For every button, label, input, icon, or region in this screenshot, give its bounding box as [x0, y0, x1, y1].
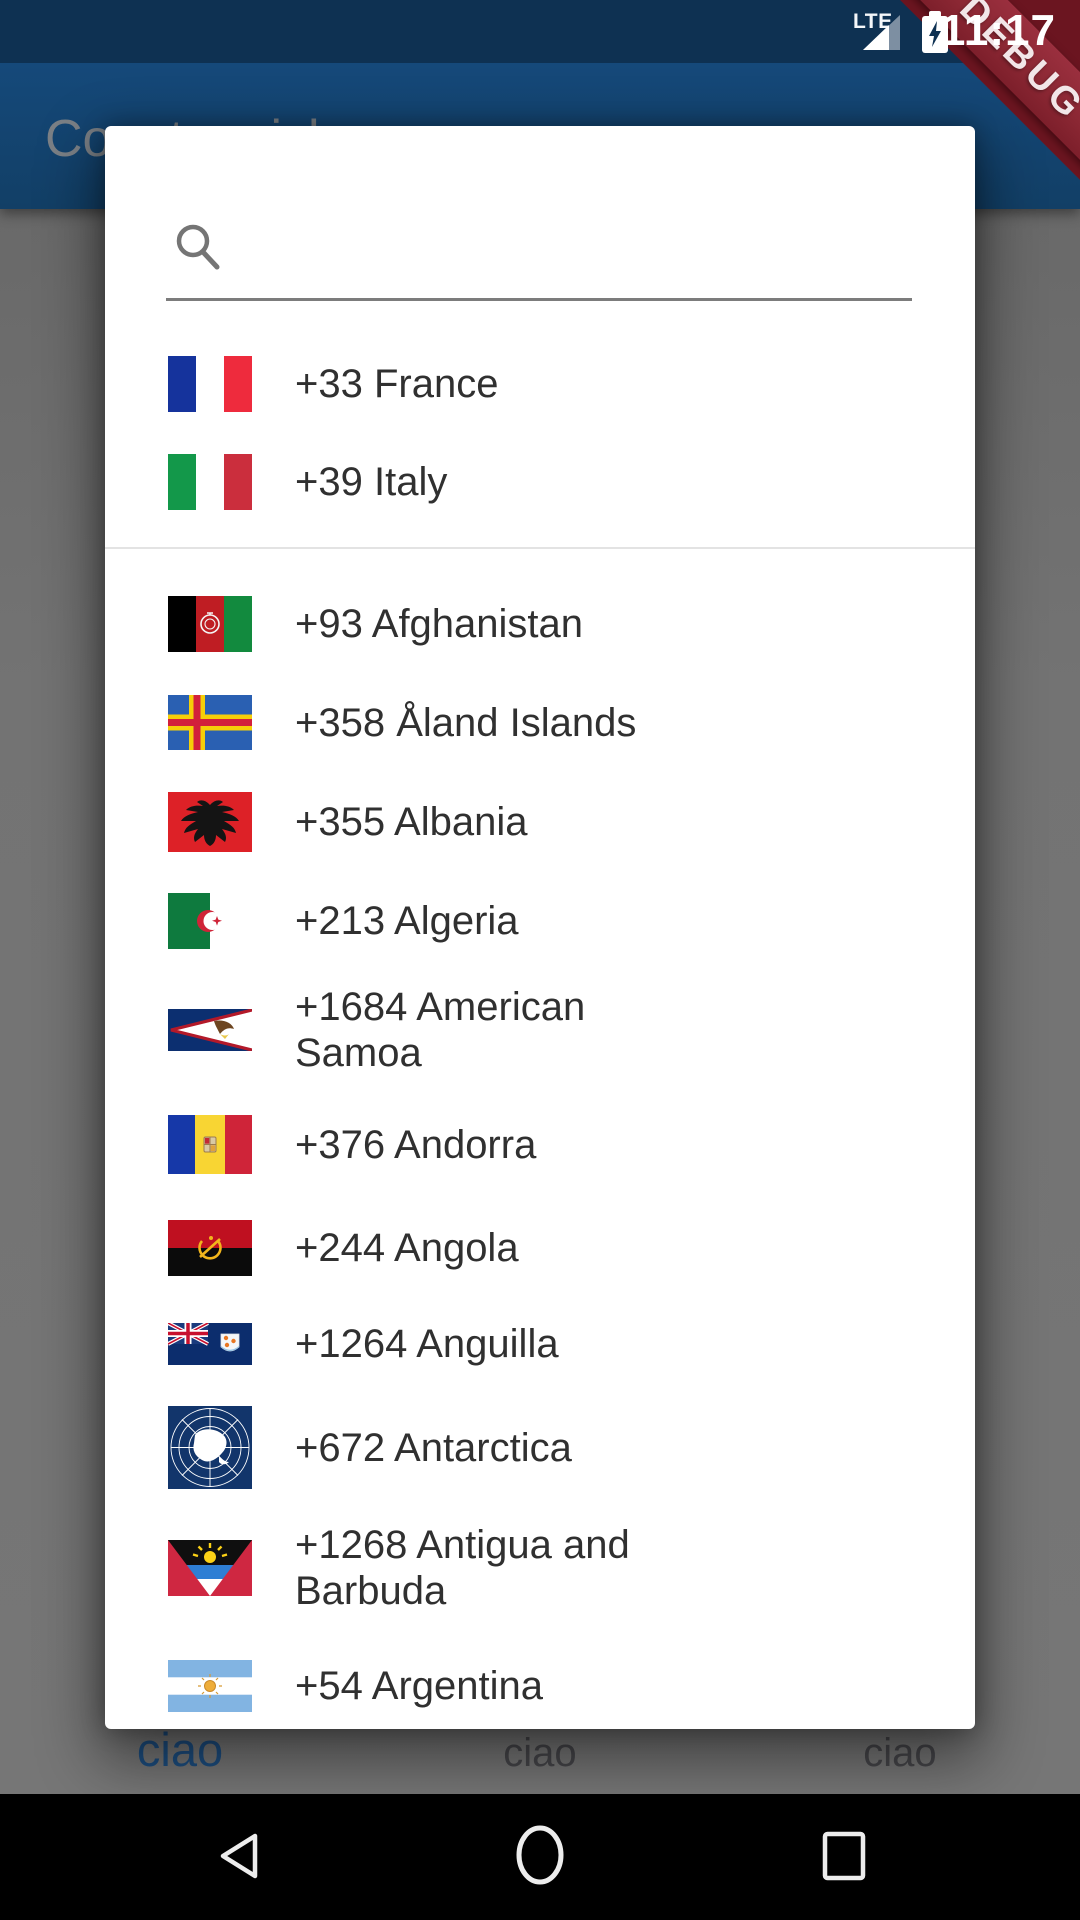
country-item-argentina[interactable]: +54 Argentina: [105, 1632, 975, 1729]
albania-flag-icon: [168, 791, 252, 852]
back-icon[interactable]: [215, 1830, 259, 1882]
country-label: +1268 Antigua and Barbuda: [295, 1523, 630, 1613]
signal-icon: [863, 15, 900, 50]
country-item-antigua-and-barbuda[interactable]: +1268 Antigua and Barbuda: [105, 1504, 975, 1632]
country-label: +213 Algeria: [295, 898, 519, 943]
country-item-albania[interactable]: +355 Albania: [105, 772, 975, 871]
search-input[interactable]: [166, 222, 912, 301]
country-item-andorra[interactable]: +376 Andorra: [105, 1090, 975, 1199]
country-label: +1264 Anguilla: [295, 1321, 559, 1366]
search-icon: [176, 224, 220, 270]
country-label: +93 Afghanistan: [295, 601, 584, 646]
antigua-and-barbuda-flag-icon: [168, 1540, 252, 1596]
anguilla-flag-icon: [168, 1322, 252, 1365]
france-flag-icon: [168, 356, 252, 412]
angola-flag-icon: [168, 1219, 252, 1276]
country-item-afghanistan[interactable]: +93 Afghanistan: [105, 574, 975, 673]
andorra-flag-icon: [168, 1115, 252, 1174]
country-label: +355 Albania: [295, 799, 528, 844]
country-label: +54 Argentina: [295, 1664, 543, 1708]
algeria-flag-icon: [168, 892, 252, 949]
status-bar: LTE 11:17: [0, 0, 1080, 63]
country-list[interactable]: +93 Afghanistan +358 Åland Islands: [105, 549, 975, 1729]
tab-ciao-3[interactable]: ciao: [863, 1731, 937, 1775]
country-label: +1684 American Samoa: [295, 985, 586, 1075]
italy-flag-icon: [168, 454, 252, 510]
country-item-anguilla[interactable]: +1264 Anguilla: [105, 1296, 975, 1391]
tab-ciao-1[interactable]: ciao: [136, 1723, 224, 1776]
recents-icon[interactable]: [821, 1830, 867, 1882]
battery-charging-icon: [922, 11, 948, 53]
favorites-list: +33 France +39 Italy: [105, 335, 975, 531]
country-item-american-samoa[interactable]: +1684 American Samoa: [105, 970, 975, 1090]
country-label: +244 Angola: [295, 1225, 519, 1270]
tab-ciao-2[interactable]: ciao: [503, 1731, 577, 1775]
country-label: +358 Åland Islands: [295, 700, 637, 745]
clock-label: 11:17: [940, 6, 1056, 55]
network-type-label: LTE: [853, 10, 893, 33]
list-divider: [105, 547, 975, 549]
country-label: +33 France: [295, 362, 499, 406]
favorite-item-italy[interactable]: +39 Italy: [105, 433, 975, 531]
argentina-flag-icon: [168, 1660, 252, 1712]
country-picker-dialog: +33 France +39 Italy: [105, 126, 975, 1729]
country-item-algeria[interactable]: +213 Algeria: [105, 871, 975, 970]
country-item-angola[interactable]: +244 Angola: [105, 1199, 975, 1296]
afghanistan-flag-icon: [168, 595, 252, 652]
country-item-antarctica[interactable]: +672 Antarctica: [105, 1391, 975, 1504]
american-samoa-flag-icon: [168, 1009, 252, 1051]
navigation-bar: [0, 1794, 1080, 1920]
country-label: +672 Antarctica: [295, 1425, 572, 1470]
home-icon[interactable]: [514, 1824, 566, 1886]
country-label: +39 Italy: [295, 460, 448, 504]
aland-islands-flag-icon: [168, 695, 252, 750]
country-item-aland-islands[interactable]: +358 Åland Islands: [105, 673, 975, 772]
antarctica-flag-icon: [168, 1406, 252, 1489]
favorite-item-france[interactable]: +33 France: [105, 335, 975, 433]
country-label: +376 Andorra: [295, 1122, 537, 1167]
